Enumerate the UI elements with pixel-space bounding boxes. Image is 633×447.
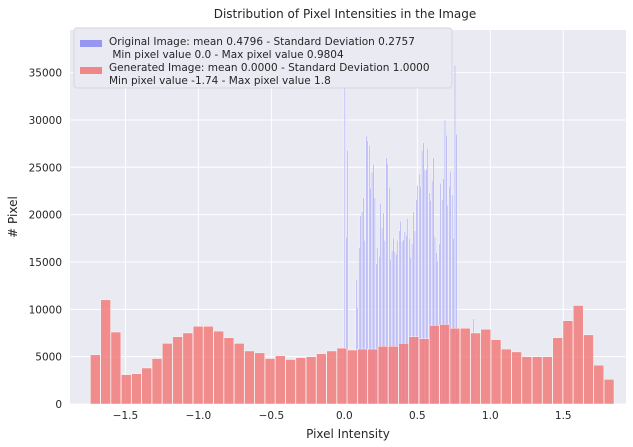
bar-generated — [521, 356, 532, 405]
bar-generated — [501, 348, 512, 405]
bar-generated — [254, 352, 265, 405]
bar-generated — [203, 326, 214, 405]
bar-generated — [511, 351, 522, 405]
bar-generated — [480, 329, 491, 405]
x-tick-label: 0.5 — [409, 410, 426, 422]
bar-generated — [244, 350, 255, 405]
bar-generated — [336, 347, 348, 405]
bar-generated — [562, 320, 574, 405]
chart-title: Distribution of Pixel Intensities in the… — [214, 7, 477, 21]
legend-label-original: Original Image: mean 0.4796 - Standard D… — [109, 36, 415, 48]
bar-generated — [460, 328, 471, 405]
bar-generated — [603, 379, 615, 405]
x-axis-label: Pixel Intensity — [306, 427, 390, 441]
legend-swatch-original — [80, 40, 102, 47]
bar-generated — [234, 343, 245, 405]
bar-generated — [100, 299, 111, 405]
bar-generated — [531, 356, 543, 405]
x-tick-label: 1.0 — [482, 410, 499, 422]
x-tick-label: 1.5 — [555, 410, 572, 422]
bar-generated — [439, 324, 450, 405]
y-tick-label: 5000 — [35, 352, 62, 364]
bar-generated — [141, 367, 152, 405]
y-tick-label: 35000 — [29, 68, 62, 80]
bar-generated — [470, 332, 481, 405]
x-tick-label: 0.0 — [336, 410, 353, 422]
bar-generated — [162, 343, 173, 405]
legend-box — [73, 27, 453, 89]
bar-generated — [264, 358, 276, 405]
y-tick-label: 30000 — [29, 115, 62, 127]
legend: Original Image: mean 0.4796 - Standard D… — [73, 27, 453, 89]
legend-label-generated-line2: Min pixel value -1.74 - Max pixel value … — [109, 75, 331, 87]
bar-generated — [110, 331, 122, 405]
x-tick-label: −1.0 — [186, 410, 212, 422]
bar-generated — [583, 334, 594, 405]
bar-generated — [285, 359, 296, 405]
y-tick-labels: 0 5000 10000 15000 20000 25000 30000 35000 — [29, 68, 62, 411]
bar-generated — [182, 332, 193, 405]
bar-generated — [326, 350, 337, 405]
legend-label-original-line2: Min pixel value 0.0 - Max pixel value 0.… — [109, 49, 344, 61]
bar-generated — [388, 346, 399, 405]
legend-swatch-generated — [80, 67, 102, 74]
x-tick-label: −0.5 — [259, 410, 285, 422]
bar-generated — [367, 348, 378, 405]
bar-generated — [90, 354, 101, 405]
y-tick-label: 10000 — [29, 304, 62, 316]
bar-generated — [275, 355, 286, 405]
bar-generated — [377, 346, 389, 405]
y-tick-label: 15000 — [29, 257, 62, 269]
bar-generated — [121, 374, 132, 405]
y-tick-label: 20000 — [29, 210, 62, 222]
bar-generated — [223, 337, 235, 405]
bar-generated — [192, 326, 204, 405]
bar-generated — [573, 305, 584, 405]
bar-generated — [449, 328, 461, 405]
x-tick-labels: −1.5 −1.0 −0.5 0.0 0.5 1.0 1.5 — [113, 410, 572, 422]
bar-generated — [316, 353, 327, 405]
bar-generated — [593, 364, 604, 405]
y-axis-label: # Pixel — [6, 196, 20, 238]
bar-generated — [213, 330, 224, 405]
bar-generated — [305, 356, 317, 405]
bar-generated — [172, 336, 183, 405]
bar-generated — [357, 348, 368, 405]
y-tick-label: 25000 — [29, 162, 62, 174]
bar-generated — [542, 356, 553, 405]
y-tick-label: 0 — [55, 399, 62, 411]
bar-generated — [347, 349, 358, 405]
bar-generated — [398, 343, 409, 405]
x-tick-label: −1.5 — [113, 410, 139, 422]
bar-generated — [490, 339, 502, 405]
series-generated-bars — [90, 299, 615, 405]
bar-generated — [151, 358, 163, 405]
bar-generated — [408, 336, 419, 405]
bar-generated — [131, 373, 142, 405]
bar-generated — [552, 337, 563, 405]
bar-generated — [418, 338, 430, 405]
bar-generated — [295, 357, 306, 405]
legend-label-generated: Generated Image: mean 0.0000 - Standard … — [109, 62, 430, 74]
bar-generated — [429, 325, 440, 405]
